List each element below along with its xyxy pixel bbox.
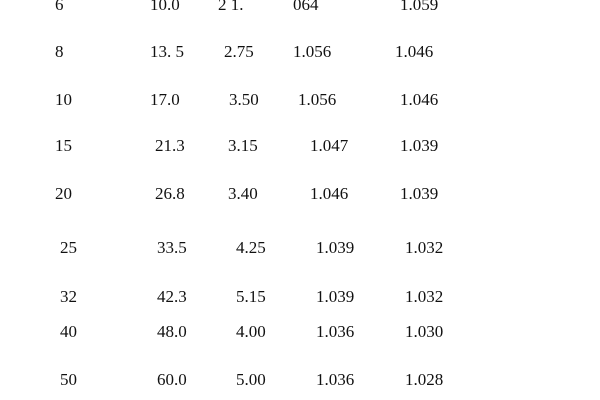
table-cell: 064 (293, 0, 319, 14)
table-cell: 2.75 (224, 42, 254, 61)
table-cell: 17.0 (150, 90, 180, 109)
table-cell: 15 (55, 136, 72, 155)
table-cell: 1.046 (310, 184, 349, 203)
table-cell: 13. 5 (150, 42, 184, 61)
table-cell: 5.00 (236, 370, 266, 389)
table-cell: 1.036 (316, 370, 355, 389)
table-cell: 6 (55, 0, 64, 14)
table-cell: 1.046 (395, 42, 434, 61)
table-cell: 1.032 (405, 238, 444, 257)
table-cell: 4.00 (236, 322, 266, 341)
table-cell: 1.039 (316, 287, 355, 306)
table-cell: 25 (60, 238, 77, 257)
table-cell: 1.030 (405, 322, 444, 341)
table-cell: 3.15 (228, 136, 258, 155)
table-cell: 1.039 (316, 238, 355, 257)
table-cell: 21.3 (155, 136, 185, 155)
table-cell: 32 (60, 287, 77, 306)
table-cell: 1.039 (400, 184, 439, 203)
table-cell: 1.056 (293, 42, 332, 61)
table-cell: 4.25 (236, 238, 266, 257)
table-cell: 50 (60, 370, 77, 389)
table-cell: 3.40 (228, 184, 258, 203)
table-cell: 8 (55, 42, 64, 61)
table-cell: 5.15 (236, 287, 266, 306)
table-cell: 1.047 (310, 136, 349, 155)
table-cell: 26.8 (155, 184, 185, 203)
table-cell: 1.046 (400, 90, 439, 109)
table-cell: 20 (55, 184, 72, 203)
table-cell: 33.5 (157, 238, 187, 257)
table-cell: 10 (55, 90, 72, 109)
table-cell: 1.032 (405, 287, 444, 306)
table-cell: 1.028 (405, 370, 444, 389)
table-cell: 1.039 (400, 136, 439, 155)
table-cell: 10.0 (150, 0, 180, 14)
table-cell: 2 1. (218, 0, 244, 14)
table-cell: 1.036 (316, 322, 355, 341)
table-cell: 1.059 (400, 0, 439, 14)
table-cell: 3.50 (229, 90, 259, 109)
table-cell: 40 (60, 322, 77, 341)
table-cell: 48.0 (157, 322, 187, 341)
table-cell: 42.3 (157, 287, 187, 306)
table-cell: 60.0 (157, 370, 187, 389)
table-cell: 1.056 (298, 90, 337, 109)
